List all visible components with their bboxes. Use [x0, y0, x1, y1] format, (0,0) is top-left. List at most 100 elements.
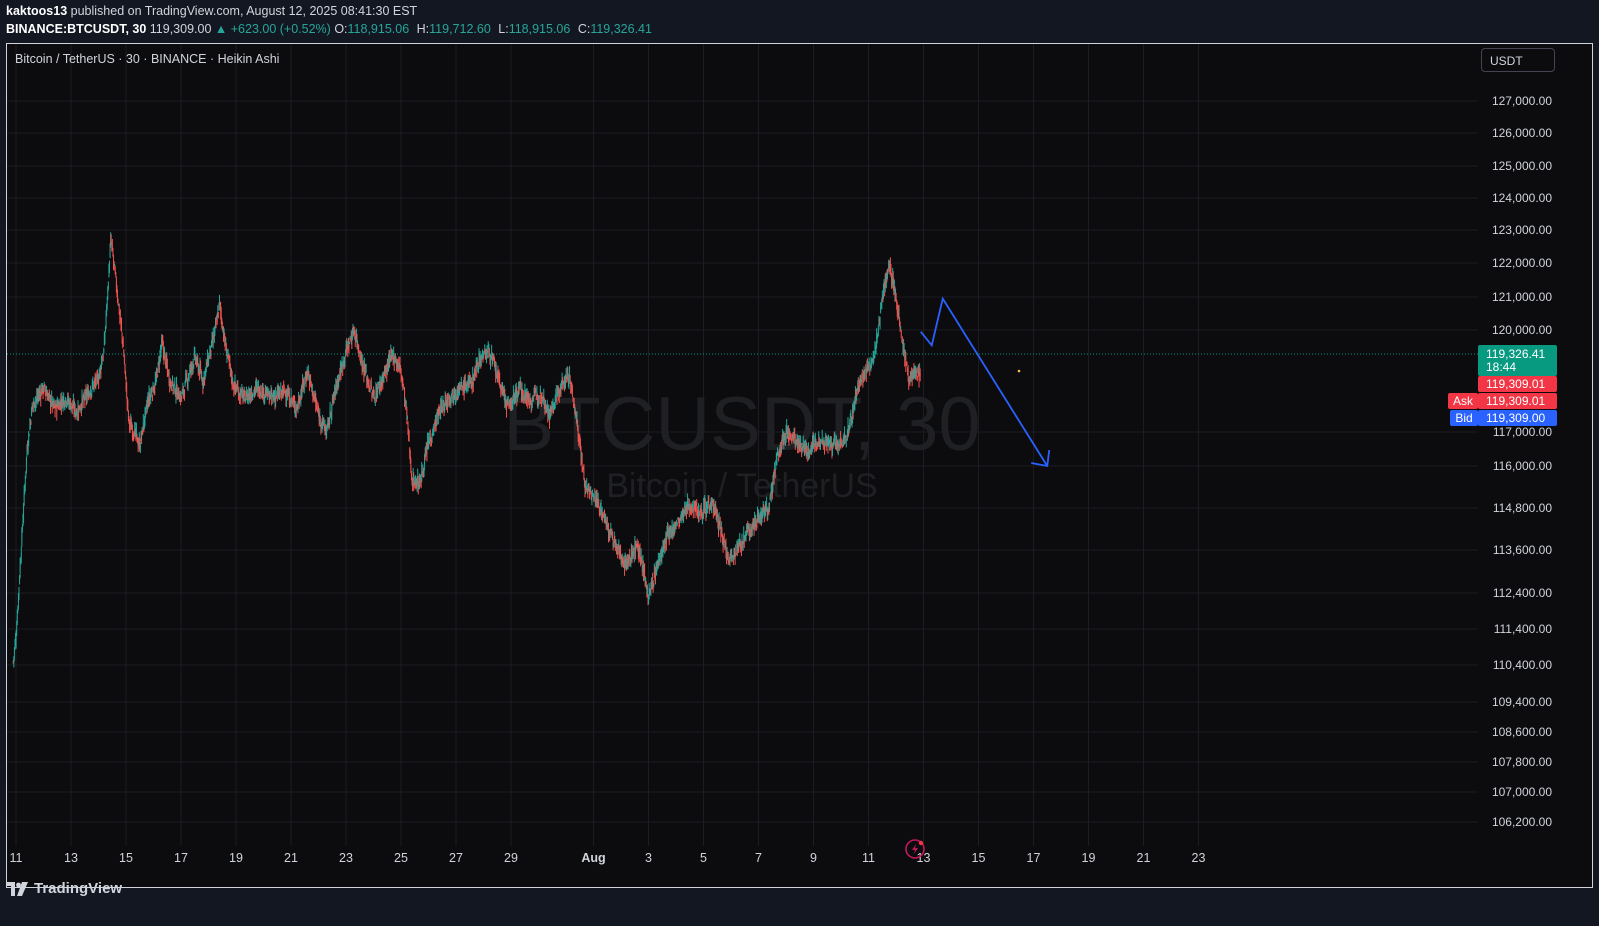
candle-body — [34, 402, 35, 408]
candle-body — [266, 391, 268, 396]
candle-body — [216, 317, 218, 321]
high-value: 119,712.60 — [429, 22, 491, 36]
candle-body — [36, 395, 38, 398]
candle-body — [257, 387, 259, 393]
candle-body — [861, 375, 863, 380]
candle-body — [536, 390, 538, 396]
candle-body — [531, 402, 533, 405]
candle-body — [614, 541, 616, 544]
author-name[interactable]: kaktoos13 — [6, 4, 68, 18]
candle-body — [325, 428, 326, 430]
candle-body — [847, 435, 848, 437]
candle-body — [185, 376, 187, 379]
candle-body — [319, 414, 321, 418]
candle-body — [827, 443, 829, 450]
candle-body — [916, 375, 918, 377]
candle-body — [157, 376, 159, 378]
candle-body — [491, 353, 493, 355]
candle-body — [329, 409, 331, 416]
candle-body — [145, 408, 146, 410]
candle-body — [522, 398, 524, 400]
footer-brand[interactable]: TradingView — [6, 880, 122, 897]
candle-body — [767, 510, 769, 512]
candle-body — [98, 374, 100, 379]
candle-body — [44, 388, 46, 392]
candle-body — [651, 581, 652, 583]
candle-body — [101, 362, 102, 367]
candle-body — [383, 375, 385, 377]
candle-body — [18, 594, 19, 603]
candle-body — [388, 357, 390, 360]
candle-body — [813, 440, 815, 442]
candle-body — [13, 656, 15, 660]
candle-body — [712, 500, 714, 502]
candle-body — [557, 390, 559, 392]
candle-body — [165, 357, 167, 362]
candle-body — [518, 388, 520, 393]
candle-body — [122, 341, 124, 346]
candle-body — [857, 385, 859, 391]
candle-body — [796, 438, 798, 443]
candle-body — [695, 502, 697, 505]
close-value: 119,326.41 — [590, 22, 652, 36]
candle-body — [779, 450, 781, 452]
candle-body — [471, 382, 472, 386]
candle-body — [246, 392, 247, 396]
chart-legend[interactable]: Bitcoin / TetherUS · 30 · BINANCE · Heik… — [15, 52, 280, 66]
candle-body — [449, 398, 451, 400]
currency-button[interactable]: USDT — [1481, 48, 1555, 72]
candle-body — [182, 388, 184, 390]
candle-body — [726, 553, 727, 557]
candle-body — [251, 393, 252, 396]
candle-body — [110, 241, 112, 243]
candle-body — [665, 539, 667, 544]
candle-body — [464, 382, 466, 384]
candle-body — [489, 355, 491, 360]
candle-body — [655, 569, 657, 573]
candle-body — [462, 386, 463, 388]
candle-body — [906, 363, 908, 365]
candle-body — [566, 370, 568, 373]
candle-body — [491, 356, 493, 361]
candle-body — [730, 551, 731, 554]
candle-body — [474, 371, 475, 374]
candle-body — [93, 386, 94, 389]
candle-body — [28, 433, 30, 439]
candle-body — [399, 365, 401, 367]
candle-body — [419, 480, 421, 484]
candle-body — [31, 408, 32, 417]
candle-body — [230, 368, 232, 370]
candle-body — [430, 439, 432, 441]
candle-body — [270, 391, 272, 393]
candle-body — [384, 373, 385, 375]
candle-body — [849, 422, 851, 427]
candle-body — [858, 385, 860, 387]
flash-icon[interactable] — [905, 839, 925, 859]
candle-body — [131, 427, 133, 429]
candle-body — [765, 506, 766, 511]
candle-body — [540, 393, 542, 397]
candle-body — [77, 407, 79, 411]
candle-body — [468, 378, 470, 380]
candle-body — [105, 327, 106, 331]
candle-body — [751, 532, 753, 534]
candle-body — [311, 386, 313, 388]
candle-body — [597, 503, 599, 508]
candle-body — [752, 523, 754, 526]
candle-body — [81, 408, 82, 411]
candle-body — [508, 400, 510, 402]
candle-body — [59, 406, 61, 410]
candle-body — [204, 370, 206, 375]
candle-body — [461, 385, 463, 389]
candle-body — [466, 384, 468, 387]
candle-body — [98, 381, 100, 383]
candle-body — [264, 391, 266, 395]
candle-body — [832, 443, 834, 446]
candle-body — [82, 399, 84, 402]
candle-body — [738, 542, 740, 544]
candle-body — [639, 549, 641, 554]
candle-body — [908, 376, 910, 381]
candle-body — [263, 392, 265, 399]
candle-body — [879, 322, 880, 325]
